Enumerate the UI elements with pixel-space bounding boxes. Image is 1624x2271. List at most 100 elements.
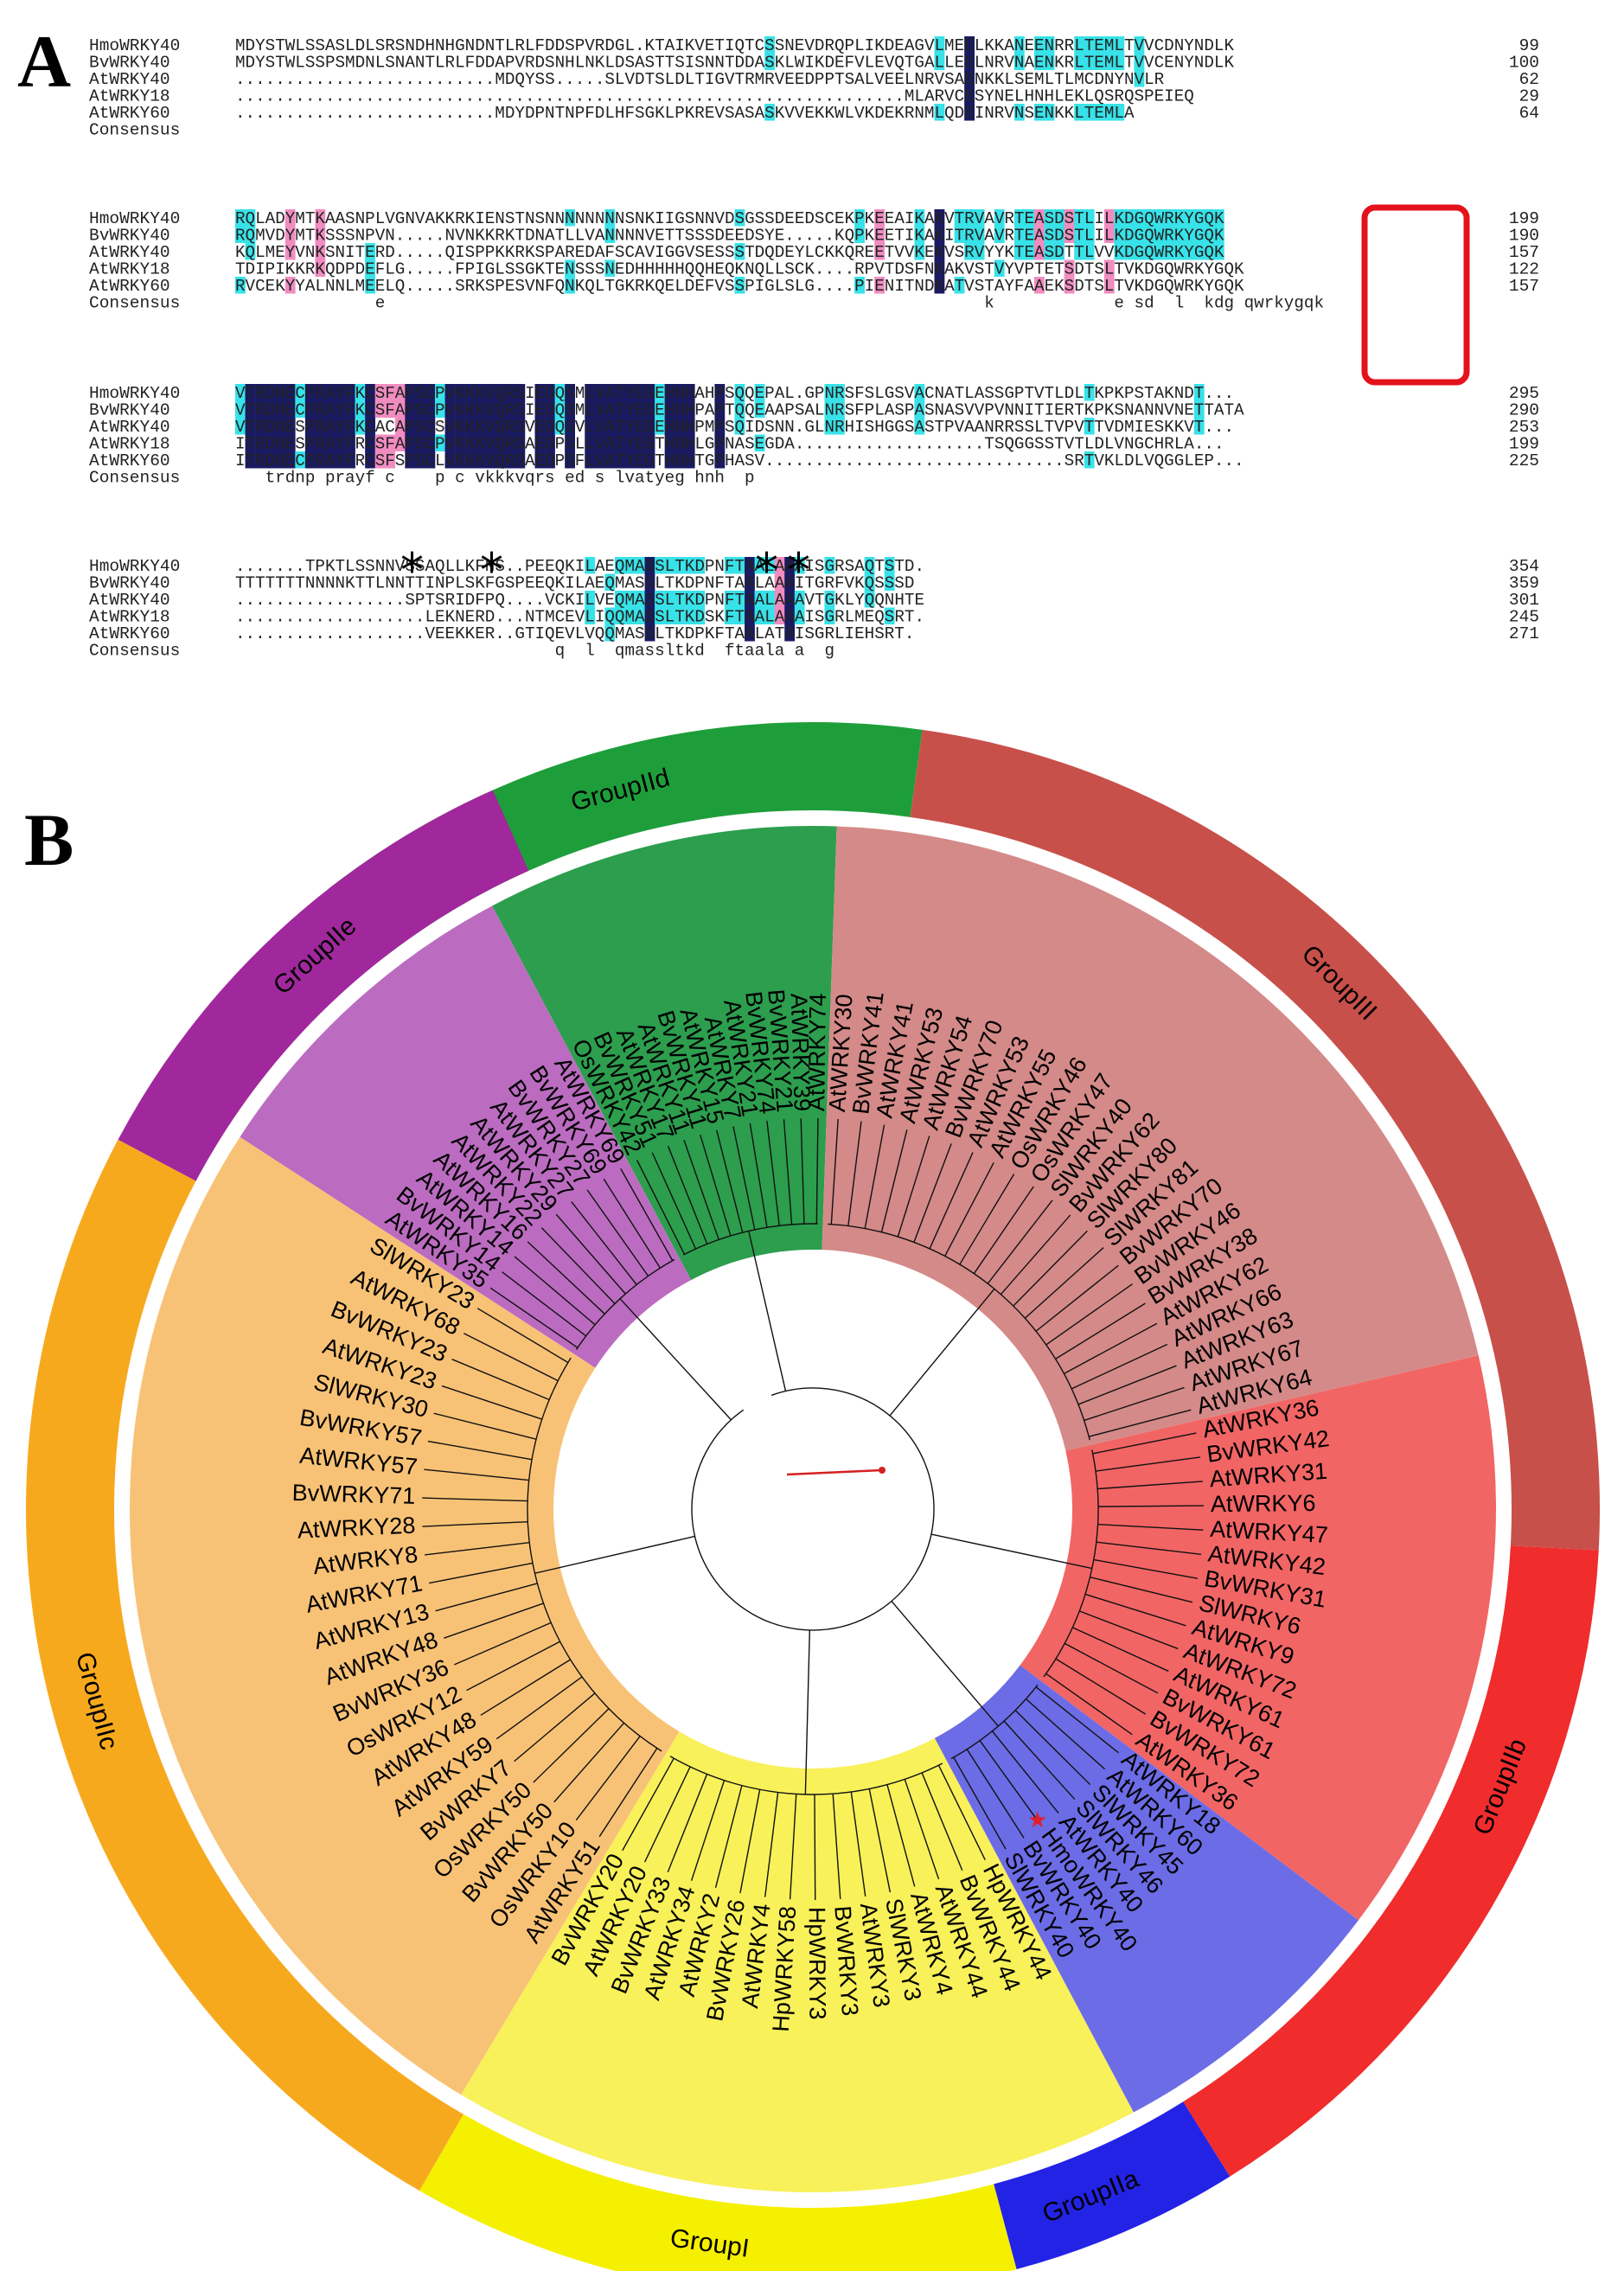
conservation-shade [874, 277, 886, 294]
conservation-shade [1144, 209, 1154, 227]
conservation-shade [764, 104, 775, 121]
conservation-shade [954, 226, 965, 243]
conservation-shade [1134, 70, 1145, 87]
conservation-shade [1164, 209, 1174, 227]
conservation-shade [365, 243, 375, 260]
sequence-name: BvWRKY40 [89, 54, 170, 73]
conservation-shade [644, 573, 655, 591]
tree-branch [1093, 1558, 1198, 1579]
conservation-shade [304, 384, 316, 401]
clade-band [26, 1139, 464, 2191]
tree-branch [555, 1213, 626, 1295]
conservation-shade [504, 418, 515, 435]
tree-branch [683, 1140, 719, 1240]
conservation-shade [304, 418, 316, 435]
tree-branch [1045, 1673, 1133, 1736]
conservation-shade [734, 243, 745, 260]
sequence-position: 29 [1519, 87, 1539, 106]
conservation-shade [1044, 209, 1055, 227]
conservation-shade [1044, 104, 1055, 121]
conservation-shade [1094, 36, 1105, 54]
clade-band [994, 2101, 1231, 2269]
conservation-shade [245, 226, 256, 243]
conservation-shade [444, 418, 456, 435]
conservation-shade [1154, 209, 1165, 227]
conservation-shade [335, 400, 346, 418]
conservation-shade [1213, 243, 1224, 260]
tree-branch [944, 1161, 994, 1257]
tree-branch [586, 1189, 649, 1276]
conservation-shade [884, 573, 895, 591]
conservation-shade [235, 418, 246, 435]
sequence-position: 354 [1509, 557, 1539, 576]
conservation-shade [854, 226, 865, 243]
tree-branch [1035, 1264, 1119, 1332]
conservation-shade [374, 434, 386, 451]
sequence-name: HmoWRKY40 [89, 36, 180, 55]
conservation-shade [604, 573, 616, 591]
tree-branch [1097, 1505, 1204, 1507]
conservation-shade [914, 243, 925, 260]
conservation-shade [644, 400, 655, 418]
conservation-shade [374, 384, 386, 401]
conservation-shade [285, 277, 296, 294]
conservation-shade [245, 451, 256, 469]
tree-leaf-label: AtWRKY47 [1210, 1516, 1329, 1548]
tree-branch [690, 1780, 726, 1881]
conservation-shade [285, 384, 296, 401]
consensus-label: Consensus [89, 642, 180, 661]
conservation-shade [414, 384, 425, 401]
tree-leaf-label: BvWRKY71 [291, 1480, 415, 1509]
tree-branch [1097, 1481, 1203, 1490]
conservation-shade [235, 400, 246, 418]
conservation-shade [675, 607, 686, 624]
tree-branch [1077, 1365, 1177, 1405]
tree-branch [739, 1789, 761, 1894]
sequence-name: HmoWRKY40 [89, 557, 180, 576]
conservation-shade [265, 451, 276, 469]
clade-group: GroupIIeAtWRKY35BvWRKY14AtWRKY14AtWRKY16… [118, 790, 732, 1421]
tree-branch [1025, 1698, 1106, 1770]
tree-leaf-label: AtWRKY6 [1211, 1490, 1316, 1517]
tree-branch [1035, 1686, 1119, 1754]
conservation-shade [405, 451, 416, 469]
tree-leaf-label: AtWRKY39 [786, 993, 815, 1111]
tree-branch [476, 1308, 569, 1364]
conservation-shade [624, 557, 636, 574]
conservation-shade [285, 209, 296, 227]
conservation-shade [255, 418, 265, 435]
conservation-shade [1193, 226, 1205, 243]
conservation-shade [874, 243, 886, 260]
conservation-shade [504, 434, 515, 451]
conservation-shade [495, 451, 506, 469]
tree-branch [979, 1740, 1043, 1826]
conservation-shade [964, 36, 975, 54]
conservation-shade [1184, 226, 1195, 243]
conservation-shade [1094, 104, 1105, 121]
sequence-position: 245 [1509, 608, 1539, 627]
conservation-shade [475, 434, 486, 451]
conservation-shade [315, 418, 326, 435]
alignment-block: HmoWRKY40 .......TPKTLSSNNVSSAQLLKFNS..PE… [89, 557, 1539, 661]
conservation-shade [335, 451, 346, 469]
tree-branch [1084, 1386, 1185, 1422]
conservation-shade [614, 557, 625, 574]
conservation-shade [964, 86, 975, 104]
conservation-shade [824, 607, 835, 624]
conservation-shade [585, 400, 596, 418]
conservation-shade [414, 418, 425, 435]
conservation-shade [1064, 259, 1075, 277]
conservation-shade [1074, 104, 1085, 121]
conservation-shade [864, 573, 875, 591]
conservation-shade [484, 400, 496, 418]
conservation-shade [864, 557, 875, 574]
conservation-shade [1123, 243, 1135, 260]
conservation-shade [464, 434, 476, 451]
conservation-shade [604, 384, 616, 401]
sequence-position: 253 [1509, 418, 1539, 437]
tree-branch [804, 1629, 811, 1794]
conservation-shade [694, 591, 706, 608]
conservation-shade [345, 451, 355, 469]
conservation-shade [1173, 226, 1185, 243]
sequence-residues: MDYSTWLSSASLDLSRSNDHNHGNDNTLRLFDDSPVRDGL… [235, 36, 1234, 55]
